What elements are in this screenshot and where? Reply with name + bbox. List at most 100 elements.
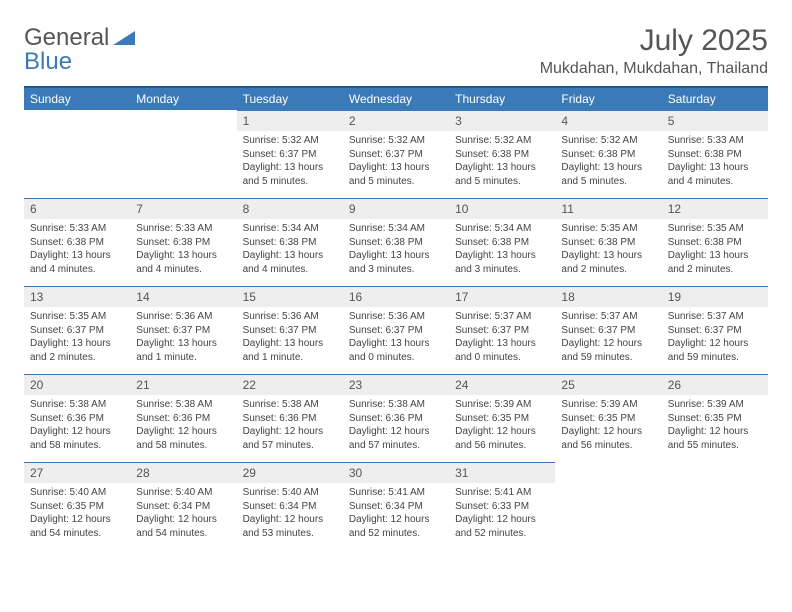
weekday-header: Saturday (662, 87, 768, 110)
day-info: Sunrise: 5:32 AMSunset: 6:37 PMDaylight:… (237, 131, 343, 191)
calendar-cell: 1Sunrise: 5:32 AMSunset: 6:37 PMDaylight… (237, 110, 343, 198)
weekday-header: Sunday (24, 87, 130, 110)
day-number: 25 (555, 374, 661, 395)
calendar-week-row: 13Sunrise: 5:35 AMSunset: 6:37 PMDayligh… (24, 286, 768, 374)
day-number: 24 (449, 374, 555, 395)
calendar-week-row: 27Sunrise: 5:40 AMSunset: 6:35 PMDayligh… (24, 462, 768, 550)
day-number: 26 (662, 374, 768, 395)
calendar-cell: 3Sunrise: 5:32 AMSunset: 6:38 PMDaylight… (449, 110, 555, 198)
calendar-cell: 30Sunrise: 5:41 AMSunset: 6:34 PMDayligh… (343, 462, 449, 550)
day-number: 28 (130, 462, 236, 483)
calendar-cell: 21Sunrise: 5:38 AMSunset: 6:36 PMDayligh… (130, 374, 236, 462)
calendar-cell: 12Sunrise: 5:35 AMSunset: 6:38 PMDayligh… (662, 198, 768, 286)
day-info: Sunrise: 5:35 AMSunset: 6:37 PMDaylight:… (24, 307, 130, 367)
day-number: 17 (449, 286, 555, 307)
calendar-cell: 23Sunrise: 5:38 AMSunset: 6:36 PMDayligh… (343, 374, 449, 462)
weekday-header-row: SundayMondayTuesdayWednesdayThursdayFrid… (24, 87, 768, 110)
day-info: Sunrise: 5:37 AMSunset: 6:37 PMDaylight:… (449, 307, 555, 367)
calendar-cell: 31Sunrise: 5:41 AMSunset: 6:33 PMDayligh… (449, 462, 555, 550)
day-info: Sunrise: 5:39 AMSunset: 6:35 PMDaylight:… (555, 395, 661, 455)
day-info: Sunrise: 5:38 AMSunset: 6:36 PMDaylight:… (237, 395, 343, 455)
day-info: Sunrise: 5:35 AMSunset: 6:38 PMDaylight:… (662, 219, 768, 279)
calendar-cell: 24Sunrise: 5:39 AMSunset: 6:35 PMDayligh… (449, 374, 555, 462)
calendar-cell: 26Sunrise: 5:39 AMSunset: 6:35 PMDayligh… (662, 374, 768, 462)
day-info: Sunrise: 5:33 AMSunset: 6:38 PMDaylight:… (662, 131, 768, 191)
day-info: Sunrise: 5:34 AMSunset: 6:38 PMDaylight:… (343, 219, 449, 279)
day-number: 29 (237, 462, 343, 483)
calendar-cell: 25Sunrise: 5:39 AMSunset: 6:35 PMDayligh… (555, 374, 661, 462)
calendar-cell: 27Sunrise: 5:40 AMSunset: 6:35 PMDayligh… (24, 462, 130, 550)
location-text: Mukdahan, Mukdahan, Thailand (540, 60, 768, 78)
weekday-header: Thursday (449, 87, 555, 110)
day-number: 11 (555, 198, 661, 219)
weekday-header: Tuesday (237, 87, 343, 110)
day-number: 16 (343, 286, 449, 307)
day-info: Sunrise: 5:40 AMSunset: 6:34 PMDaylight:… (130, 483, 236, 543)
day-number: 27 (24, 462, 130, 483)
calendar-cell: 29Sunrise: 5:40 AMSunset: 6:34 PMDayligh… (237, 462, 343, 550)
day-number: 2 (343, 110, 449, 131)
day-info: Sunrise: 5:32 AMSunset: 6:38 PMDaylight:… (555, 131, 661, 191)
day-info: Sunrise: 5:41 AMSunset: 6:34 PMDaylight:… (343, 483, 449, 543)
day-number: 12 (662, 198, 768, 219)
logo-triangle-icon (113, 27, 135, 50)
day-number: 15 (237, 286, 343, 307)
day-info: Sunrise: 5:32 AMSunset: 6:37 PMDaylight:… (343, 131, 449, 191)
calendar-cell: 10Sunrise: 5:34 AMSunset: 6:38 PMDayligh… (449, 198, 555, 286)
month-title: July 2025 (540, 24, 768, 58)
day-number: 10 (449, 198, 555, 219)
calendar-cell: 20Sunrise: 5:38 AMSunset: 6:36 PMDayligh… (24, 374, 130, 462)
day-info: Sunrise: 5:38 AMSunset: 6:36 PMDaylight:… (130, 395, 236, 455)
day-number: 20 (24, 374, 130, 395)
day-info: Sunrise: 5:32 AMSunset: 6:38 PMDaylight:… (449, 131, 555, 191)
calendar-week-row: 6Sunrise: 5:33 AMSunset: 6:38 PMDaylight… (24, 198, 768, 286)
day-info: Sunrise: 5:40 AMSunset: 6:35 PMDaylight:… (24, 483, 130, 543)
calendar-week-row: 20Sunrise: 5:38 AMSunset: 6:36 PMDayligh… (24, 374, 768, 462)
day-number: 30 (343, 462, 449, 483)
calendar-cell: 4Sunrise: 5:32 AMSunset: 6:38 PMDaylight… (555, 110, 661, 198)
title-block: July 2025 Mukdahan, Mukdahan, Thailand (540, 24, 768, 78)
calendar-week-row: 1Sunrise: 5:32 AMSunset: 6:37 PMDaylight… (24, 110, 768, 198)
day-info: Sunrise: 5:33 AMSunset: 6:38 PMDaylight:… (24, 219, 130, 279)
calendar-cell: 7Sunrise: 5:33 AMSunset: 6:38 PMDaylight… (130, 198, 236, 286)
day-number: 8 (237, 198, 343, 219)
day-info: Sunrise: 5:34 AMSunset: 6:38 PMDaylight:… (449, 219, 555, 279)
day-number: 5 (662, 110, 768, 131)
day-number: 6 (24, 198, 130, 219)
day-info: Sunrise: 5:41 AMSunset: 6:33 PMDaylight:… (449, 483, 555, 543)
header: General July 2025 Mukdahan, Mukdahan, Th… (24, 24, 768, 78)
calendar-cell: 18Sunrise: 5:37 AMSunset: 6:37 PMDayligh… (555, 286, 661, 374)
calendar-cell: 9Sunrise: 5:34 AMSunset: 6:38 PMDaylight… (343, 198, 449, 286)
day-number: 21 (130, 374, 236, 395)
calendar-cell (555, 462, 661, 550)
calendar-cell (662, 462, 768, 550)
calendar-cell: 17Sunrise: 5:37 AMSunset: 6:37 PMDayligh… (449, 286, 555, 374)
day-info: Sunrise: 5:37 AMSunset: 6:37 PMDaylight:… (555, 307, 661, 367)
day-info: Sunrise: 5:34 AMSunset: 6:38 PMDaylight:… (237, 219, 343, 279)
calendar-cell: 19Sunrise: 5:37 AMSunset: 6:37 PMDayligh… (662, 286, 768, 374)
calendar-cell: 13Sunrise: 5:35 AMSunset: 6:37 PMDayligh… (24, 286, 130, 374)
weekday-header: Monday (130, 87, 236, 110)
calendar-cell (130, 110, 236, 198)
calendar-cell: 11Sunrise: 5:35 AMSunset: 6:38 PMDayligh… (555, 198, 661, 286)
day-number: 9 (343, 198, 449, 219)
calendar-cell: 8Sunrise: 5:34 AMSunset: 6:38 PMDaylight… (237, 198, 343, 286)
day-number: 22 (237, 374, 343, 395)
calendar-cell: 28Sunrise: 5:40 AMSunset: 6:34 PMDayligh… (130, 462, 236, 550)
calendar-cell: 5Sunrise: 5:33 AMSunset: 6:38 PMDaylight… (662, 110, 768, 198)
day-number: 13 (24, 286, 130, 307)
day-number: 3 (449, 110, 555, 131)
weekday-header: Wednesday (343, 87, 449, 110)
calendar-cell: 15Sunrise: 5:36 AMSunset: 6:37 PMDayligh… (237, 286, 343, 374)
day-info: Sunrise: 5:35 AMSunset: 6:38 PMDaylight:… (555, 219, 661, 279)
calendar-cell: 16Sunrise: 5:36 AMSunset: 6:37 PMDayligh… (343, 286, 449, 374)
day-number: 1 (237, 110, 343, 131)
day-number: 23 (343, 374, 449, 395)
calendar-cell: 14Sunrise: 5:36 AMSunset: 6:37 PMDayligh… (130, 286, 236, 374)
day-number: 18 (555, 286, 661, 307)
day-info: Sunrise: 5:36 AMSunset: 6:37 PMDaylight:… (130, 307, 236, 367)
day-number: 31 (449, 462, 555, 483)
calendar-cell: 2Sunrise: 5:32 AMSunset: 6:37 PMDaylight… (343, 110, 449, 198)
calendar-body: 1Sunrise: 5:32 AMSunset: 6:37 PMDaylight… (24, 110, 768, 550)
calendar-cell: 6Sunrise: 5:33 AMSunset: 6:38 PMDaylight… (24, 198, 130, 286)
